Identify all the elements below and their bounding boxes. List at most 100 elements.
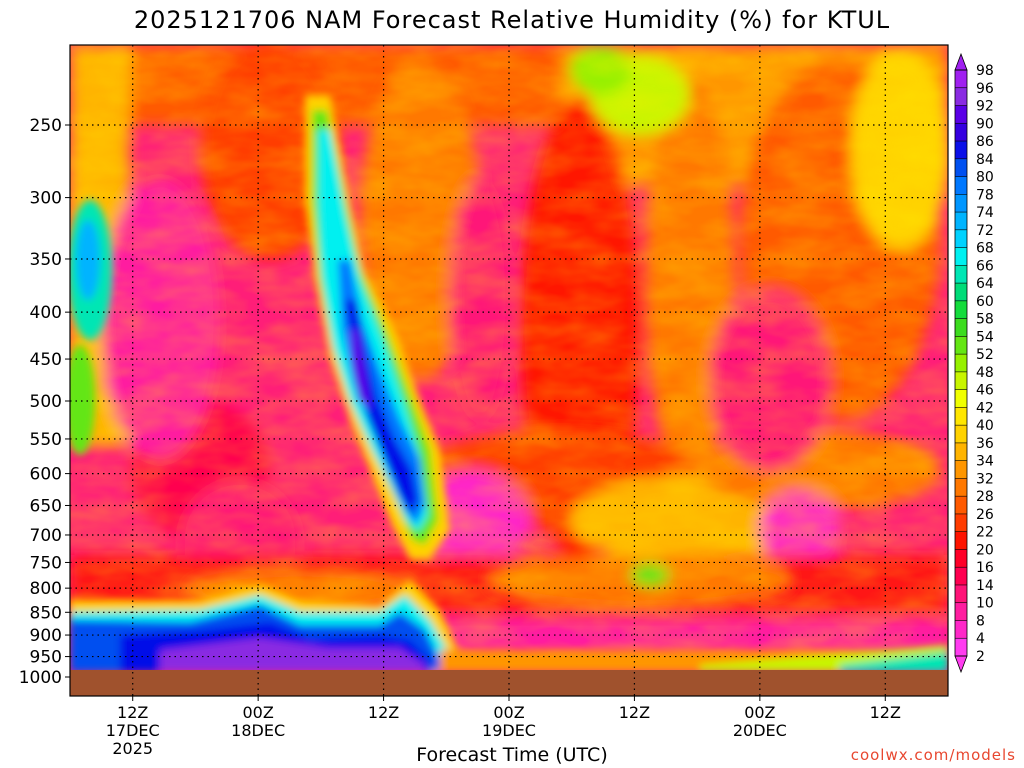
- colorbar-label: 28: [976, 489, 994, 505]
- x-tick-label: 12Z: [619, 703, 650, 722]
- y-tick-label: 700: [30, 526, 62, 546]
- colorbar-label: 66: [976, 258, 994, 274]
- colorbar-swatch: [955, 584, 967, 604]
- colorbar-swatch: [955, 265, 967, 284]
- colorbar-swatch: [955, 105, 967, 124]
- colorbar-label: 16: [976, 560, 994, 576]
- x-tick-label: 00Z: [242, 703, 273, 722]
- colorbar-label: 72: [976, 223, 994, 239]
- colorbar-swatch: [955, 460, 967, 479]
- colorbar-swatch: [955, 442, 967, 462]
- colorbar-swatch: [955, 70, 967, 89]
- y-tick-label: 550: [30, 430, 62, 450]
- x-tick-label: 12Z: [870, 703, 901, 722]
- x-tick-label: 18DEC: [231, 721, 285, 740]
- x-tick-label: 20DEC: [733, 721, 787, 740]
- colorbar-swatch: [955, 158, 967, 178]
- colorbar-label: 78: [976, 187, 994, 203]
- colorbar-swatch: [955, 638, 967, 657]
- y-tick-label: 650: [30, 496, 62, 516]
- colorbar-min-arrow: [954, 655, 968, 674]
- colorbar-swatch: [955, 354, 967, 373]
- colorbar-swatch: [955, 176, 967, 195]
- colorbar-label: 98: [976, 63, 994, 79]
- y-tick-label: 300: [30, 189, 62, 209]
- y-tick-label: 450: [30, 350, 62, 370]
- colorbar-label: 40: [976, 418, 994, 434]
- colorbar-label: 4: [976, 631, 985, 647]
- colorbar-swatch: [955, 87, 967, 107]
- colorbar-swatch: [955, 567, 967, 586]
- x-tick-label: 00Z: [493, 703, 524, 722]
- colorbar-label: 86: [976, 134, 994, 150]
- grid-lines: [70, 45, 948, 696]
- y-tick-label: 1000: [19, 668, 62, 688]
- colorbar-swatch: [955, 549, 967, 568]
- colorbar-label: 68: [976, 241, 994, 257]
- colorbar-swatch: [955, 141, 967, 160]
- source-credit: coolwx.com/models: [850, 746, 1016, 764]
- colorbar-label: 14: [976, 578, 994, 594]
- colorbar-swatch: [955, 496, 967, 515]
- colorbar-label: 54: [976, 329, 994, 345]
- colorbar-swatch: [955, 229, 967, 249]
- y-tick-label: 500: [30, 392, 62, 412]
- colorbar-max-arrow: [954, 52, 968, 71]
- colorbar-label: 34: [976, 454, 994, 470]
- x-tick-label: 00Z: [744, 703, 775, 722]
- colorbar-label: 42: [976, 400, 994, 416]
- colorbar-label: 46: [976, 383, 994, 399]
- y-tick-label: 900: [30, 626, 62, 646]
- colorbar-label: 36: [976, 436, 994, 452]
- y-tick-label: 850: [30, 603, 62, 623]
- chart-title: 2025121706 NAM Forecast Relative Humidit…: [133, 6, 891, 34]
- y-tick-label: 800: [30, 579, 62, 599]
- colorbar: 9896929086848078747268666460585452484642…: [954, 52, 994, 674]
- colorbar-swatch: [955, 620, 967, 639]
- colorbar-label: 90: [976, 116, 994, 132]
- colorbar-label: 84: [976, 152, 994, 168]
- y-tick-label: 250: [30, 116, 62, 136]
- y-tick-label: 950: [30, 648, 62, 668]
- colorbar-label: 22: [976, 525, 994, 541]
- colorbar-label: 52: [976, 347, 994, 363]
- x-tick-label: 12Z: [117, 703, 148, 722]
- colorbar-swatch: [955, 478, 967, 497]
- y-axis: 250 300 350 400 450 500 550 600 650 700 750 800 850 9…: [19, 116, 70, 688]
- colorbar-label: 8: [976, 613, 985, 629]
- y-tick-label: 400: [30, 303, 62, 323]
- y-tick-label: 350: [30, 250, 62, 270]
- y-tick-label: 750: [30, 553, 62, 573]
- colorbar-swatch: [955, 407, 967, 426]
- colorbar-label: 92: [976, 99, 994, 115]
- colorbar-swatch: [955, 513, 967, 533]
- colorbar-swatch: [955, 425, 967, 444]
- colorbar-label: 58: [976, 312, 994, 328]
- colorbar-swatch: [955, 247, 967, 266]
- colorbar-label: 48: [976, 365, 994, 381]
- colorbar-swatch: [955, 371, 967, 391]
- colorbar-swatch: [955, 602, 967, 621]
- x-axis-title: Forecast Time (UTC): [416, 744, 608, 766]
- colorbar-label: 10: [976, 596, 994, 612]
- y-tick-label: 600: [30, 465, 62, 485]
- colorbar-swatch: [955, 300, 967, 320]
- colorbar-swatch: [955, 212, 967, 231]
- colorbar-label: 74: [976, 205, 994, 221]
- colorbar-swatch: [955, 389, 967, 408]
- colorbar-swatch: [955, 194, 967, 213]
- x-tick-label: 19DEC: [482, 721, 536, 740]
- colorbar-swatch: [955, 336, 967, 355]
- colorbar-label: 32: [976, 471, 994, 487]
- colorbar-swatch: [955, 283, 967, 302]
- colorbar-swatch: [955, 123, 967, 142]
- colorbar-label: 64: [976, 276, 994, 292]
- colorbar-label: 2: [976, 649, 985, 665]
- x-tick-label: 2025: [112, 739, 153, 758]
- colorbar-label: 26: [976, 507, 994, 523]
- colorbar-swatch: [955, 318, 967, 337]
- x-tick-label: 12Z: [368, 703, 399, 722]
- humidity-field: [70, 45, 948, 696]
